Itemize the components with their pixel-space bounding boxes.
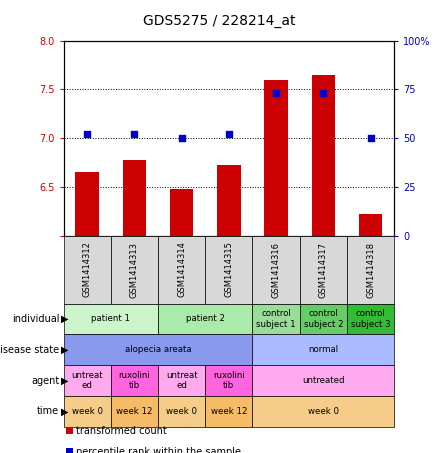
Point (272, 90, 279, 97)
Point (225, 130, 232, 138)
Text: normal: normal (308, 345, 339, 354)
Point (320, 90, 327, 97)
Text: control
subject 3: control subject 3 (351, 309, 390, 328)
Text: GSM1414315: GSM1414315 (224, 241, 233, 298)
Text: control
subject 1: control subject 1 (256, 309, 296, 328)
Point (84, 130, 91, 138)
Text: untreated: untreated (302, 376, 345, 385)
Text: week 12: week 12 (211, 407, 247, 416)
Bar (311, 75, 335, 236)
Text: ruxolini
tib: ruxolini tib (119, 371, 150, 390)
Text: percentile rank within the sample: percentile rank within the sample (76, 447, 241, 453)
Text: week 0: week 0 (308, 407, 339, 416)
Text: ▶: ▶ (61, 345, 69, 355)
Text: ▶: ▶ (61, 406, 69, 416)
Text: agent: agent (31, 376, 59, 386)
Text: GSM1414316: GSM1414316 (272, 241, 281, 298)
Text: GSM1414312: GSM1414312 (83, 241, 92, 298)
Text: untreat
ed: untreat ed (71, 371, 103, 390)
Bar (170, 189, 194, 236)
Text: untreat
ed: untreat ed (166, 371, 198, 390)
Text: ruxolini
tib: ruxolini tib (213, 371, 245, 390)
Text: week 0: week 0 (72, 407, 102, 416)
Bar (123, 159, 146, 236)
Text: GSM1414313: GSM1414313 (130, 241, 139, 298)
Point (131, 130, 138, 138)
Bar (75, 172, 99, 236)
Text: time: time (37, 406, 59, 416)
Text: individual: individual (12, 314, 59, 324)
Text: ▶: ▶ (61, 376, 69, 386)
Bar (217, 165, 240, 236)
Text: disease state: disease state (0, 345, 59, 355)
Text: GSM1414314: GSM1414314 (177, 241, 186, 298)
Point (178, 135, 185, 142)
Text: ▶: ▶ (61, 314, 69, 324)
Text: alopecia areata: alopecia areata (125, 345, 191, 354)
Text: transformed count: transformed count (76, 426, 166, 436)
Text: GSM1414317: GSM1414317 (319, 241, 328, 298)
Text: week 12: week 12 (116, 407, 152, 416)
Point (367, 135, 374, 142)
Text: patient 1: patient 1 (91, 314, 130, 323)
Text: week 0: week 0 (166, 407, 197, 416)
Text: GSM1414318: GSM1414318 (366, 241, 375, 298)
Bar (359, 214, 382, 236)
Text: patient 2: patient 2 (186, 314, 225, 323)
Text: control
subject 2: control subject 2 (304, 309, 343, 328)
Bar (264, 80, 288, 236)
Text: GDS5275 / 228214_at: GDS5275 / 228214_at (143, 14, 295, 28)
